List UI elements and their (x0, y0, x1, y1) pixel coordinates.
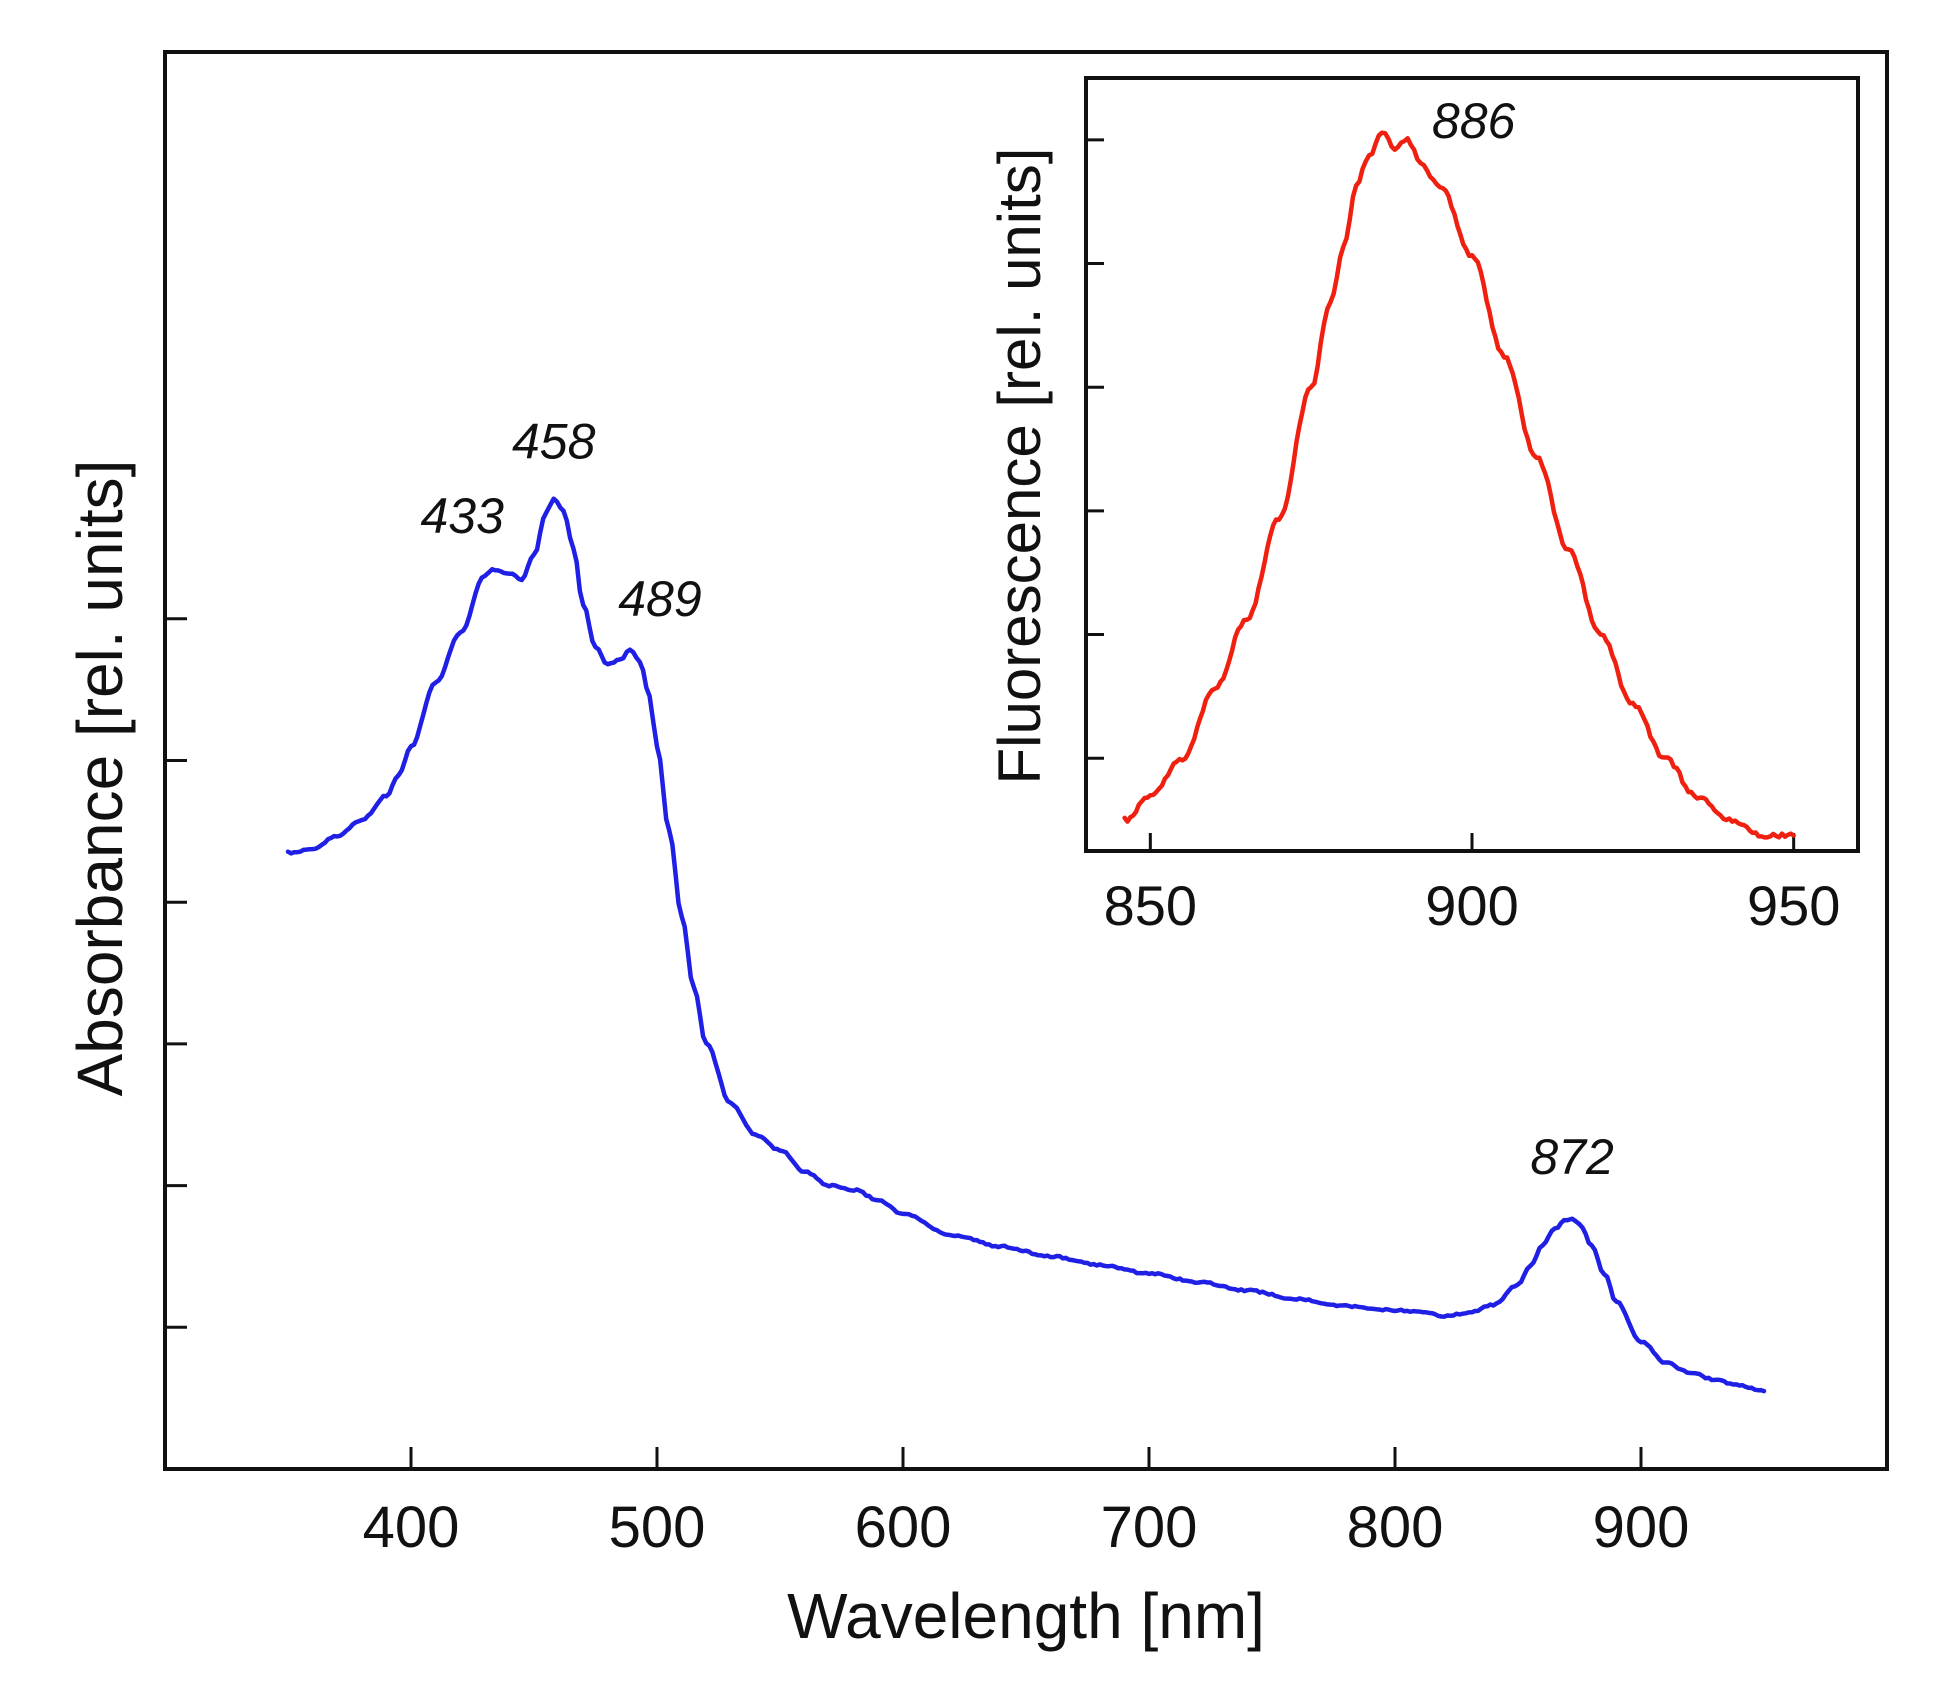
inset-background (1086, 78, 1858, 851)
main-peak-label-433: 433 (420, 488, 504, 544)
main-x-axis-title: Wavelength [nm] (787, 1580, 1265, 1652)
main-series-group (285, 496, 1767, 1394)
main-x-tick-label-600: 600 (855, 1495, 952, 1560)
main-x-tick-label-900: 900 (1593, 1495, 1690, 1560)
main-peak-label-872: 872 (1530, 1129, 1614, 1185)
main-series-line-1 (285, 496, 1767, 1394)
main-x-tick-label-400: 400 (363, 1495, 460, 1560)
inset-series-group (1122, 130, 1796, 840)
inset-peak-labels: 886 (1432, 93, 1516, 149)
main-peak-label-458: 458 (512, 413, 596, 469)
inset-y-axis-title: Fluorescence [rel. units] (986, 148, 1053, 785)
inset-x-tick-label-950: 950 (1747, 874, 1840, 937)
inset-x-tick-label-900: 900 (1425, 874, 1518, 937)
main-x-tick-label-700: 700 (1101, 1495, 1198, 1560)
inset-axis-ticks: 850 900 950 (1086, 138, 1840, 937)
main-x-tick-label-500: 500 (609, 1495, 706, 1560)
main-x-tick-label-800: 800 (1347, 1495, 1444, 1560)
main-y-axis-title: Absorbance [rel. units] (64, 460, 136, 1097)
inset-series-line-1 (1122, 130, 1796, 840)
inset-plot: 850 900 950 886 Fluorescence [rel. units] (986, 76, 1860, 937)
main-peak-label-489: 489 (618, 571, 701, 627)
inset-peak-label-886: 886 (1432, 93, 1516, 149)
main-axis-ticks: 400 500 600 700 800 900 (165, 617, 1690, 1560)
inset-x-tick-label-850: 850 (1104, 874, 1197, 937)
